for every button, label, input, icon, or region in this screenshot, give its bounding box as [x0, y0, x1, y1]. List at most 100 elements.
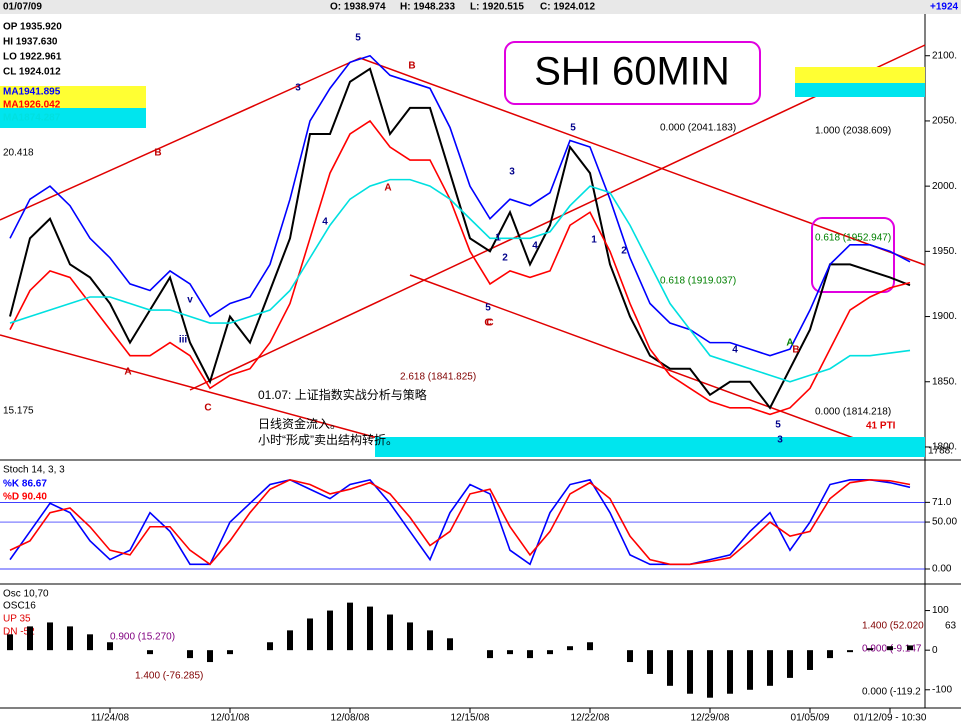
zone	[795, 67, 925, 83]
y-tick-label: 1800.	[932, 442, 957, 453]
bar	[27, 626, 33, 651]
bar	[187, 650, 193, 659]
stat: CL 1924.012	[3, 67, 61, 78]
bar	[787, 650, 793, 678]
wave-label: 4	[532, 241, 538, 252]
bar	[627, 650, 633, 663]
bar	[487, 650, 493, 659]
wave-label: 5	[775, 420, 781, 431]
y-tick-label: 2050.	[932, 116, 957, 127]
x-tick-label: 01/05/09	[791, 713, 830, 724]
bar	[227, 650, 233, 655]
y-tick-label: -100	[932, 684, 952, 695]
zone	[0, 86, 146, 108]
legend-entry: MA1926.042	[3, 100, 61, 111]
bar	[47, 622, 53, 651]
fib-label: 0.618 (1919.037)	[660, 276, 736, 287]
bar	[707, 650, 713, 698]
legend-entry: %D 90.40	[3, 492, 47, 503]
bar	[827, 650, 833, 659]
series-line	[9, 178, 911, 383]
bar	[847, 650, 853, 653]
x-tick-label: 01/12/09 - 10:30	[854, 713, 927, 724]
bar	[587, 642, 593, 651]
title-box	[504, 41, 761, 105]
fib-label: 1.000 (2038.609)	[815, 126, 891, 137]
bar	[807, 650, 813, 670]
highlight	[811, 217, 895, 293]
osc-label: 63	[945, 621, 957, 632]
y-tick-label: 1850.	[932, 376, 957, 387]
x-tick-label: 12/29/08	[691, 713, 730, 724]
series-line	[9, 54, 911, 357]
wave-label: 3	[777, 435, 783, 446]
x-tick-label: 12/22/08	[571, 713, 610, 724]
last: +1924	[930, 2, 959, 13]
fib-label: 0.000 (2041.183)	[660, 123, 736, 134]
y-tick-label: 71.0	[932, 497, 952, 508]
wave-label: B	[792, 345, 799, 356]
pti: 41 PTI	[866, 421, 896, 432]
bar	[507, 650, 513, 655]
bar	[107, 642, 113, 651]
wave-label: 4	[732, 345, 738, 356]
annotation: 15.175	[3, 406, 34, 417]
bar	[647, 650, 653, 674]
bar	[427, 630, 433, 651]
stat: HI 1937.630	[3, 37, 58, 48]
wave-label: 5	[570, 123, 576, 134]
bar	[147, 650, 153, 655]
zone	[0, 108, 146, 128]
bar	[287, 630, 293, 651]
osc-label: 1.400 (52.020	[862, 621, 924, 632]
y-tick-label: 100	[932, 605, 949, 616]
wave-label: 1	[495, 233, 501, 244]
y-tick-label: 2100.	[932, 50, 957, 61]
wave-label: 5	[355, 33, 361, 44]
fib-label: 0.000 (1814.218)	[815, 407, 891, 418]
bar	[567, 646, 573, 651]
legend-entry: MA1874.287	[3, 113, 61, 124]
wave-label: B	[154, 148, 161, 159]
annotation: 20.418	[3, 148, 34, 159]
wave-label: iii	[179, 335, 188, 346]
stat: LO 1922.961	[3, 52, 62, 63]
bar	[727, 650, 733, 694]
series-line	[9, 119, 911, 416]
x-tick-label: 12/15/08	[451, 713, 490, 724]
annotation: 1788.	[928, 446, 953, 457]
wave-label: 3	[509, 167, 515, 178]
zone	[375, 437, 925, 457]
legend-entry: %K 86.67	[3, 479, 47, 490]
legend: UP 35	[3, 614, 31, 625]
y-tick-label: 1900.	[932, 311, 957, 322]
legend: DN -52	[3, 627, 35, 638]
y-tick-label: 50.00	[932, 517, 957, 528]
bar	[267, 642, 273, 651]
wave-label: C	[484, 318, 491, 329]
x-tick-label: 12/01/08	[211, 713, 250, 724]
osc-label: 1.400 (-76.285)	[135, 671, 203, 682]
bar	[767, 650, 773, 686]
ohlc: C: 1924.012	[540, 2, 595, 13]
trend-lines	[0, 44, 926, 456]
wave-label: A	[124, 367, 131, 378]
note: 日线资金流入。	[258, 416, 342, 431]
wave-label: 1	[591, 235, 597, 246]
bar	[7, 634, 13, 651]
x-tick-label: 12/08/08	[331, 713, 370, 724]
note: 小时“形成”卖出结构转折。	[258, 432, 398, 447]
osc-label: 0.000 (-119.2	[862, 687, 921, 698]
wave-label: 4	[322, 217, 328, 228]
note: 01.07: 上证指数实战分析与策略	[258, 387, 427, 402]
wave-label: 2	[502, 253, 508, 264]
bar	[687, 650, 693, 694]
wave-label: C	[204, 403, 211, 414]
bar	[447, 638, 453, 651]
bar	[307, 618, 313, 651]
bar	[67, 626, 73, 651]
bar	[547, 650, 553, 655]
y-tick-label: 0.00	[932, 564, 952, 575]
bar	[207, 650, 213, 663]
